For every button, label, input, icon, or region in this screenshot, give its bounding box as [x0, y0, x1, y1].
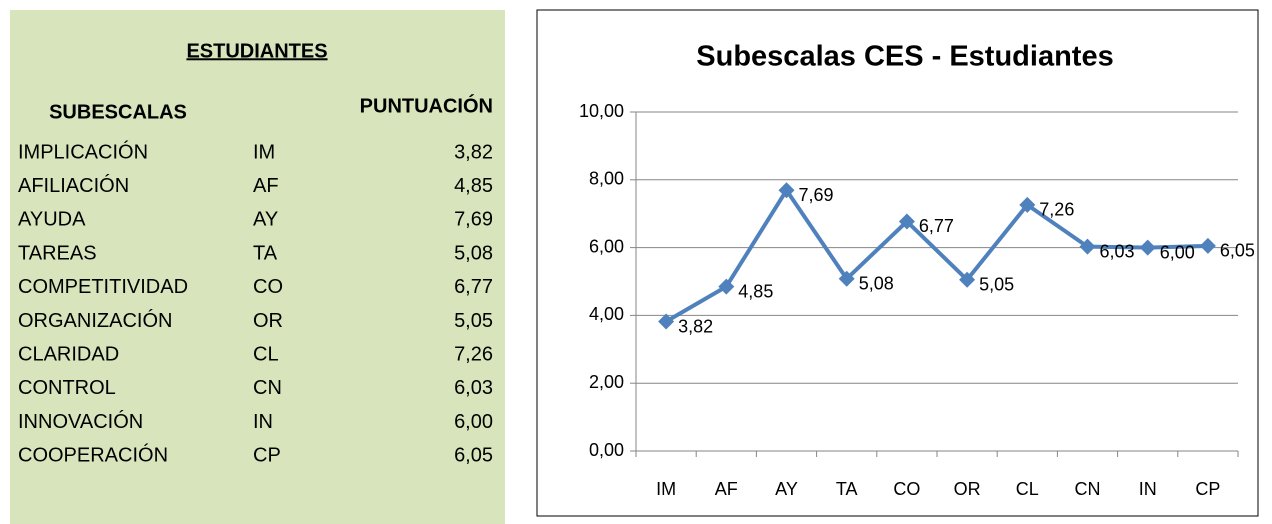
data-label: 6,00 — [1160, 242, 1195, 262]
data-label: 6,03 — [1100, 241, 1135, 261]
point-marker — [1079, 238, 1096, 255]
row-name: ORGANIZACIÓN — [18, 309, 172, 332]
y-tick-label: 2,00 — [589, 372, 624, 392]
row-score: 5,08 — [454, 242, 493, 264]
chart-frame — [536, 9, 1259, 517]
y-tick-label: 10,00 — [579, 101, 624, 121]
point-marker — [1199, 237, 1216, 254]
point-marker — [838, 270, 855, 287]
data-label: 5,05 — [979, 275, 1014, 295]
series-line — [665, 188, 1208, 324]
point-marker — [1019, 196, 1036, 213]
row-score: 5,05 — [454, 310, 493, 332]
row-name: COMPETITIVIDAD — [18, 276, 188, 298]
x-tick-label: CP — [1195, 479, 1220, 499]
point-marker — [1139, 239, 1156, 256]
data-label: 5,08 — [859, 274, 894, 294]
row-score: 7,69 — [454, 209, 493, 231]
x-tick-label: CN — [1075, 479, 1101, 499]
row-score: 4,85 — [454, 175, 493, 197]
row-score: 6,00 — [454, 411, 493, 433]
table-header: PUNTUACIÓN — [360, 93, 493, 117]
row-name: CONTROL — [18, 377, 116, 399]
row-code: CP — [253, 445, 281, 467]
row-name: CLARIDAD — [18, 343, 119, 365]
row-code: IM — [253, 141, 275, 163]
point-marker — [778, 182, 795, 199]
data-label: 7,26 — [1039, 200, 1074, 220]
row-score: 6,05 — [454, 445, 493, 467]
row-score: 6,03 — [454, 377, 493, 399]
y-tick-label: 6,00 — [589, 236, 624, 256]
row-code: CN — [253, 377, 282, 399]
row-name: AYUDA — [18, 209, 86, 231]
x-tick-label: IM — [656, 479, 676, 499]
data-label: 7,69 — [799, 185, 834, 205]
row-name: INNOVACIÓN — [18, 410, 143, 433]
row-code: CO — [253, 276, 283, 298]
row-score: 3,82 — [454, 141, 493, 163]
row-code: CL — [253, 343, 279, 365]
table-panel — [10, 10, 505, 524]
row-code: OR — [253, 310, 283, 332]
data-label: 4,85 — [738, 281, 773, 301]
row-name: AFILIACIÓN — [18, 174, 129, 197]
row-score: 7,26 — [454, 343, 493, 365]
row-name: TAREAS — [18, 242, 97, 264]
point-marker — [959, 271, 976, 288]
x-tick-label: OR — [954, 479, 981, 499]
data-label: 6,77 — [919, 216, 954, 236]
row-name: COOPERACIÓN — [18, 444, 168, 467]
chart-title: Subescalas CES - Estudiantes — [696, 41, 1113, 73]
row-code: AY — [253, 209, 278, 231]
x-tick-label: AF — [715, 479, 738, 499]
row-code: IN — [253, 411, 273, 433]
table-title: ESTUDIANTES — [186, 40, 327, 62]
row-code: AF — [253, 175, 279, 197]
x-tick-label: CO — [893, 479, 920, 499]
row-code: TA — [253, 242, 278, 264]
data-label: 3,82 — [678, 316, 713, 336]
x-tick-label: CL — [1016, 479, 1039, 499]
x-tick-label: IN — [1139, 479, 1157, 499]
y-tick-label: 0,00 — [589, 440, 624, 460]
y-tick-label: 4,00 — [589, 304, 624, 324]
x-tick-label: AY — [775, 479, 798, 499]
point-marker — [658, 313, 675, 330]
row-name: IMPLICACIÓN — [18, 140, 148, 163]
row-score: 6,77 — [454, 276, 493, 298]
y-tick-label: 8,00 — [589, 169, 624, 189]
x-tick-label: TA — [836, 479, 858, 499]
point-marker — [898, 213, 915, 230]
table-header: SUBESCALAS — [49, 101, 187, 123]
data-label: 6,05 — [1220, 241, 1255, 261]
point-marker — [718, 278, 735, 295]
